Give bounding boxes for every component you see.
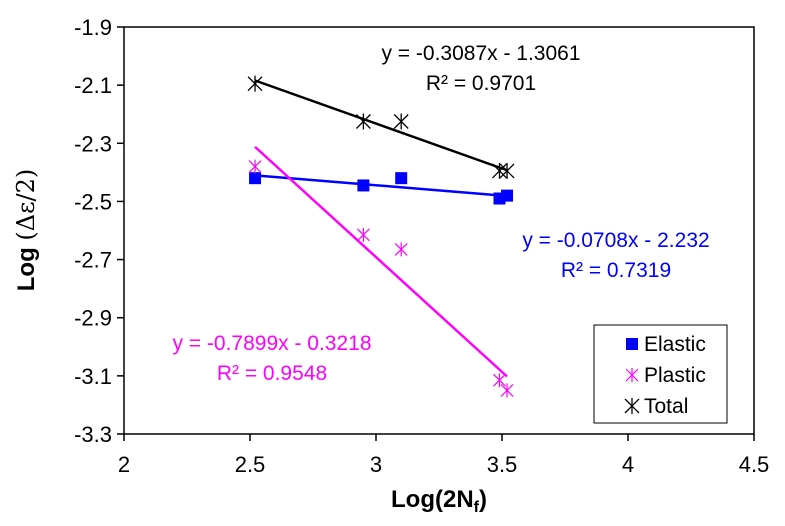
x-tick-label: 4 bbox=[622, 452, 634, 477]
x-tick-label: 3.5 bbox=[487, 452, 518, 477]
annotation-elastic: y = -0.0708x - 2.232 R² = 0.7319 bbox=[522, 229, 709, 282]
point-elastic bbox=[501, 189, 514, 202]
y-tick-label: -1.9 bbox=[74, 15, 112, 40]
point-elastic bbox=[357, 179, 370, 192]
annotation-total: y = -0.3087x - 1.3061 R² = 0.9701 bbox=[381, 42, 580, 95]
y-tick-label: -3.1 bbox=[74, 364, 112, 389]
point-total bbox=[247, 75, 263, 92]
annotation-total-r2: R² = 0.9701 bbox=[426, 72, 536, 95]
legend-markers bbox=[624, 338, 640, 414]
trendline-plastic bbox=[254, 145, 508, 378]
point-plastic bbox=[248, 159, 262, 174]
x-tick-label: 2 bbox=[118, 452, 130, 477]
legend-marker-total bbox=[624, 398, 640, 414]
x-tick-label: 4.5 bbox=[739, 452, 770, 477]
annotation-total-equation: y = -0.3087x - 1.3061 bbox=[381, 42, 580, 65]
point-total bbox=[499, 162, 515, 179]
annotation-elastic-r2: R² = 0.7319 bbox=[561, 259, 671, 282]
annotation-elastic-equation: y = -0.0708x - 2.232 bbox=[522, 229, 709, 252]
point-plastic bbox=[493, 373, 506, 388]
legend-marker-elastic bbox=[626, 338, 638, 350]
y-tick-label: -2.9 bbox=[74, 306, 112, 331]
x-tick-label: 2.5 bbox=[235, 452, 266, 477]
point-plastic bbox=[394, 242, 408, 257]
x-axis-title: Log(2Nf) bbox=[391, 486, 487, 516]
point-total bbox=[355, 113, 371, 130]
x-ticks: 2 2.5 3 3.5 4 4.5 bbox=[118, 434, 769, 477]
legend-marker-plastic bbox=[625, 368, 639, 382]
y-tick-label: -2.5 bbox=[74, 189, 112, 214]
point-total bbox=[492, 162, 507, 179]
point-plastic bbox=[500, 383, 514, 398]
point-elastic bbox=[249, 172, 262, 185]
y-ticks: -1.9 -2.1 -2.3 -2.5 -2.7 -2.9 -3.1 -3.3 bbox=[74, 15, 124, 447]
trendline-elastic bbox=[254, 174, 508, 198]
trendline-total bbox=[254, 79, 508, 172]
x-tick-label: 3 bbox=[370, 452, 382, 477]
point-total bbox=[393, 113, 409, 130]
data-points bbox=[247, 75, 515, 398]
annotation-plastic: y = -0.7899x - 0.3218 R² = 0.9548 bbox=[172, 332, 371, 385]
legend: Elastic Plastic Total bbox=[593, 324, 728, 424]
legend-label-elastic: Elastic bbox=[644, 333, 706, 356]
legend-label-plastic: Plastic bbox=[644, 364, 706, 387]
legend-label-total: Total bbox=[644, 395, 688, 418]
annotation-plastic-r2: R² = 0.9548 bbox=[217, 362, 327, 385]
point-elastic bbox=[395, 172, 408, 185]
y-tick-label: -3.3 bbox=[74, 422, 112, 447]
point-plastic bbox=[356, 227, 370, 242]
y-axis-title: Log (Δε/2) bbox=[12, 169, 40, 292]
annotation-plastic-equation: y = -0.7899x - 0.3218 bbox=[172, 332, 371, 355]
y-tick-label: -2.7 bbox=[74, 248, 112, 273]
y-tick-label: -2.1 bbox=[74, 73, 112, 98]
trendlines bbox=[254, 79, 508, 378]
legend-box bbox=[593, 324, 728, 424]
y-tick-label: -2.3 bbox=[74, 131, 112, 156]
